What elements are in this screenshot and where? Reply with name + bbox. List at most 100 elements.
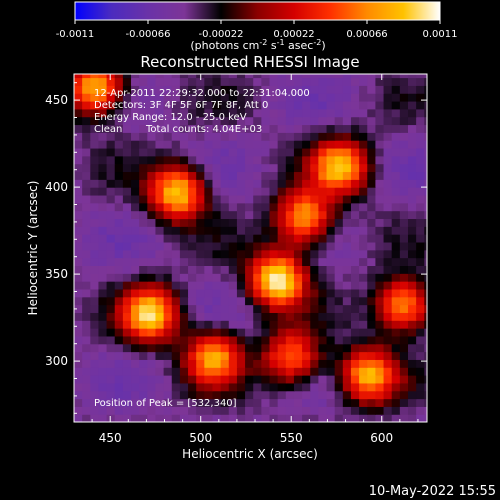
heatmap-cell — [147, 312, 157, 321]
heatmap-cell — [228, 359, 238, 368]
heatmap-cell — [407, 406, 417, 415]
heatmap-cell — [310, 116, 319, 126]
heatmap-cell — [220, 249, 230, 259]
heatmap-cell — [424, 304, 427, 313]
heatmap-cell — [375, 328, 385, 337]
heatmap-cell — [367, 155, 377, 165]
heatmap-cell — [196, 140, 205, 149]
heatmap-cell — [277, 390, 287, 400]
heatmap-cell — [220, 257, 230, 266]
heatmap-cell — [131, 74, 140, 79]
heatmap-cell — [391, 312, 401, 321]
heatmap-cell — [285, 335, 295, 345]
heatmap-cell — [106, 140, 116, 149]
heatmap-cell — [82, 147, 91, 157]
heatmap-cell — [155, 281, 165, 290]
heatmap-cell — [171, 367, 181, 376]
heatmap-cell — [342, 194, 352, 204]
heatmap-cell — [342, 328, 352, 337]
heatmap-cell — [139, 116, 148, 126]
heatmap-cell — [131, 147, 140, 157]
heatmap-cell — [236, 116, 246, 126]
heatmap-cell — [318, 77, 328, 86]
heatmap-cell — [90, 116, 100, 126]
heatmap-cell — [155, 382, 165, 392]
heatmap-cell — [82, 296, 91, 306]
heatmap-cell — [139, 335, 148, 345]
heatmap-cell — [359, 179, 368, 188]
heatmap-cell — [277, 304, 287, 313]
heatmap-cell — [277, 273, 287, 282]
heatmap-cell — [114, 296, 124, 306]
heatmap-cell — [196, 367, 205, 376]
heatmap-cell — [196, 116, 205, 126]
heatmap-cell — [106, 359, 116, 368]
heatmap-cell — [228, 273, 238, 282]
heatmap-cell — [196, 257, 205, 266]
heatmap-cell — [196, 194, 205, 204]
heatmap-cell — [285, 163, 295, 173]
heatmap-cell — [375, 281, 385, 290]
heatmap-cell — [375, 147, 385, 157]
heatmap-cell — [367, 187, 377, 196]
heatmap-cell — [424, 116, 427, 126]
heatmap-cell — [424, 132, 427, 141]
heatmap-cell — [139, 414, 148, 422]
heatmap-cell — [82, 140, 91, 149]
heatmap-cell — [359, 171, 368, 180]
heatmap-cell — [310, 155, 319, 165]
heatmap-cell — [106, 179, 116, 188]
heatmap-cell — [350, 359, 360, 368]
heatmap-cell — [236, 320, 246, 329]
heatmap-cell — [171, 241, 181, 251]
heatmap-cell — [155, 124, 165, 133]
heatmap-cell — [285, 147, 295, 157]
heatmap-cell — [106, 390, 116, 400]
heatmap-cell — [139, 234, 148, 243]
heatmap-cell — [212, 273, 222, 282]
heatmap-cell — [98, 398, 108, 407]
heatmap-cell — [342, 171, 352, 180]
heatmap-cell — [188, 234, 197, 243]
heatmap-cell — [82, 312, 91, 321]
heatmap-cell — [367, 273, 377, 282]
heatmap-cell — [350, 140, 360, 149]
heatmap-cell — [326, 328, 336, 337]
heatmap-cell — [326, 187, 336, 196]
heatmap-cell — [155, 351, 165, 360]
heatmap-cell — [114, 74, 124, 79]
heatmap-cell — [74, 265, 83, 274]
heatmap-cell — [155, 187, 165, 196]
heatmap-cell — [391, 234, 401, 243]
heatmap-cell — [74, 179, 83, 188]
heatmap-cell — [261, 367, 271, 376]
heatmap-cell — [188, 116, 197, 126]
heatmap-cell — [106, 85, 116, 94]
heatmap-cell — [90, 257, 100, 266]
heatmap-cell — [318, 171, 328, 180]
heatmap-cell — [74, 108, 83, 118]
heatmap-cell — [359, 93, 368, 102]
heatmap-cell — [106, 171, 116, 180]
heatmap-cell — [261, 375, 271, 384]
heatmap-cell — [253, 375, 262, 384]
heatmap-cell — [163, 77, 173, 86]
heatmap-cell — [106, 265, 116, 274]
heatmap-cell — [253, 100, 262, 110]
heatmap-cell — [90, 171, 100, 180]
heatmap-cell — [171, 414, 181, 422]
heatmap-cell — [245, 140, 254, 149]
heatmap-cell — [342, 116, 352, 126]
heatmap-cell — [293, 171, 303, 180]
heatmap-cell — [82, 398, 91, 407]
heatmap-cell — [326, 163, 336, 173]
heatmap-cell — [98, 281, 108, 290]
heatmap-cell — [147, 93, 157, 102]
heatmap-cell — [228, 288, 238, 298]
heatmap-cell — [269, 218, 279, 227]
heatmap-cell — [383, 124, 393, 133]
heatmap-cell — [114, 359, 124, 368]
heatmap-cell — [391, 187, 401, 196]
heatmap-cell — [269, 312, 279, 321]
heatmap-cell — [74, 140, 83, 149]
